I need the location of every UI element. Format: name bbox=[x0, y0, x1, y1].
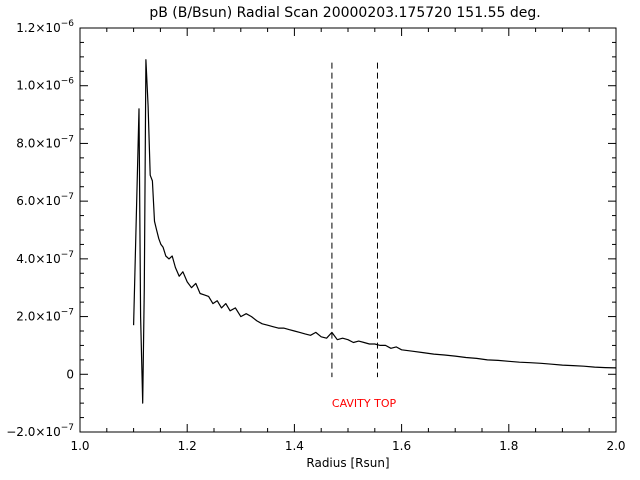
y-tick-mantissa: 4.0×10 bbox=[16, 252, 60, 266]
x-tick-label: 1.8 bbox=[499, 439, 518, 453]
y-tick-label: 6.0×10−7 bbox=[16, 192, 74, 208]
y-tick-exponent: −6 bbox=[61, 19, 75, 29]
y-tick-label: −2.0×10−7 bbox=[6, 423, 74, 439]
y-tick-mantissa: 1.2×10 bbox=[16, 21, 60, 35]
y-tick-label: 8.0×10−7 bbox=[16, 134, 74, 150]
marker-lines bbox=[331, 62, 378, 378]
y-tick-exponent: −7 bbox=[61, 423, 74, 433]
y-tick-exponent: −7 bbox=[61, 250, 74, 260]
x-axis-label: Radius [Rsun] bbox=[306, 456, 389, 470]
y-tick-exponent: −7 bbox=[61, 308, 74, 318]
y-tick-label: 0 bbox=[66, 367, 74, 381]
x-tick-label: 1.2 bbox=[178, 439, 197, 453]
y-tick-label: 4.0×10−7 bbox=[16, 250, 74, 266]
chart-title: pB (B/Bsun) Radial Scan 20000203.175720 … bbox=[149, 5, 540, 21]
y-tick-mantissa: 8.0×10 bbox=[16, 136, 60, 150]
annotation-layer: CAVITY TOP bbox=[332, 397, 397, 410]
ticks-layer: 1.0 1.2 1.4 1.6 1.8 2.0−2.0×10−702.0×10−74.0×… bbox=[6, 19, 625, 453]
x-tick-label: 1.6 bbox=[392, 439, 411, 453]
x-tick-label: 1.4 bbox=[285, 439, 304, 453]
y-tick-mantissa: 6.0×10 bbox=[16, 194, 60, 208]
y-tick-exponent: −6 bbox=[61, 77, 75, 87]
y-tick-exponent: −7 bbox=[61, 134, 74, 144]
series-layer bbox=[133, 59, 617, 404]
y-tick-mantissa: 1.0×10 bbox=[16, 79, 60, 93]
y-tick-exponent: −7 bbox=[61, 192, 74, 202]
y-tick-mantissa: −2.0×10 bbox=[6, 425, 60, 439]
y-tick-label: 1.2×10−6 bbox=[16, 19, 74, 35]
y-tick-label: 1.0×10−6 bbox=[16, 77, 74, 93]
plot-frame bbox=[79, 27, 617, 433]
cavity-top-annotation: CAVITY TOP bbox=[332, 397, 397, 410]
pb-series-line bbox=[133, 59, 617, 404]
x-tick-label: 1.0 bbox=[70, 439, 89, 453]
x-tick-label: 2.0 bbox=[606, 439, 625, 453]
y-tick-label: 2.0×10−7 bbox=[16, 308, 74, 324]
y-tick-mantissa: 2.0×10 bbox=[16, 310, 60, 324]
